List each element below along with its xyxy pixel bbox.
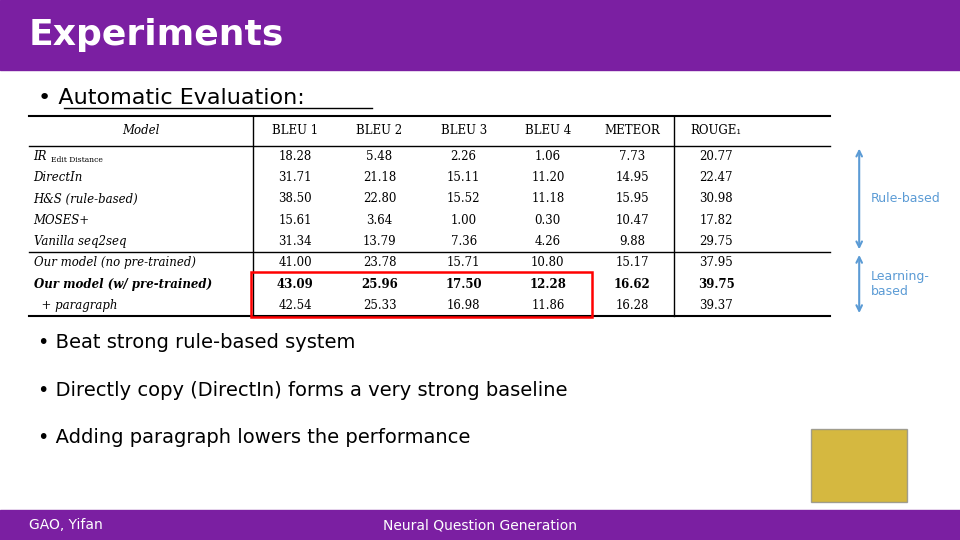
Text: BLEU 3: BLEU 3 [441, 124, 487, 138]
Text: MOSES+: MOSES+ [34, 214, 89, 227]
Text: 9.88: 9.88 [619, 235, 645, 248]
Text: BLEU 4: BLEU 4 [525, 124, 571, 138]
Text: 22.47: 22.47 [700, 171, 732, 184]
Text: 43.09: 43.09 [276, 278, 314, 291]
Text: 1.00: 1.00 [450, 214, 477, 227]
Text: 37.95: 37.95 [699, 256, 733, 269]
Text: BLEU 2: BLEU 2 [356, 124, 402, 138]
Text: 14.95: 14.95 [615, 171, 649, 184]
Text: 15.17: 15.17 [615, 256, 649, 269]
Text: 11.20: 11.20 [531, 171, 564, 184]
Text: 25.96: 25.96 [361, 278, 397, 291]
Text: 31.71: 31.71 [278, 171, 312, 184]
Text: • Adding paragraph lowers the performance: • Adding paragraph lowers the performanc… [38, 428, 470, 448]
Text: 15.71: 15.71 [447, 256, 480, 269]
Text: 20.77: 20.77 [699, 150, 733, 163]
Text: METEOR: METEOR [604, 124, 660, 138]
Text: Learning-
based: Learning- based [871, 270, 929, 298]
Text: • Beat strong rule-based system: • Beat strong rule-based system [38, 333, 356, 353]
Text: Edit Distance: Edit Distance [51, 156, 103, 164]
Text: 30.98: 30.98 [699, 192, 733, 205]
Text: 22.80: 22.80 [363, 192, 396, 205]
Text: IR: IR [34, 150, 47, 163]
Text: 18.28: 18.28 [278, 150, 312, 163]
Text: Neural Question Generation: Neural Question Generation [383, 518, 577, 532]
Text: 0.30: 0.30 [535, 214, 561, 227]
Text: 25.33: 25.33 [363, 299, 396, 312]
Text: ROUGE₁: ROUGE₁ [690, 124, 742, 138]
Text: Our model (no pre-trained): Our model (no pre-trained) [34, 256, 196, 269]
Text: 39.75: 39.75 [698, 278, 734, 291]
Text: 15.61: 15.61 [278, 214, 312, 227]
Text: DirectIn: DirectIn [34, 171, 83, 184]
Text: 39.37: 39.37 [699, 299, 733, 312]
Text: 15.52: 15.52 [447, 192, 480, 205]
Text: 42.54: 42.54 [278, 299, 312, 312]
Text: 29.75: 29.75 [699, 235, 733, 248]
Text: 13.79: 13.79 [363, 235, 396, 248]
Text: Experiments: Experiments [29, 18, 284, 52]
Text: 7.36: 7.36 [450, 235, 477, 248]
Text: 16.98: 16.98 [447, 299, 480, 312]
Text: 16.28: 16.28 [615, 299, 649, 312]
Text: GAO, Yifan: GAO, Yifan [29, 518, 103, 532]
Text: • Automatic Evaluation:: • Automatic Evaluation: [38, 88, 305, 109]
Text: 41.00: 41.00 [278, 256, 312, 269]
Text: 23.78: 23.78 [363, 256, 396, 269]
Text: 16.62: 16.62 [613, 278, 650, 291]
Text: 1.06: 1.06 [535, 150, 561, 163]
Text: Vanilla seq2seq: Vanilla seq2seq [34, 235, 126, 248]
Text: 4.26: 4.26 [535, 235, 561, 248]
Text: Rule-based: Rule-based [871, 192, 941, 205]
Text: 3.64: 3.64 [367, 214, 393, 227]
Text: 17.50: 17.50 [445, 278, 482, 291]
Text: 11.86: 11.86 [531, 299, 564, 312]
Text: 12.28: 12.28 [529, 278, 566, 291]
Text: 38.50: 38.50 [278, 192, 312, 205]
Text: 10.80: 10.80 [531, 256, 564, 269]
Text: 5.48: 5.48 [367, 150, 393, 163]
Text: Model: Model [122, 124, 159, 138]
Text: H&S (rule-based): H&S (rule-based) [34, 192, 138, 205]
Text: 31.34: 31.34 [278, 235, 312, 248]
Text: 15.95: 15.95 [615, 192, 649, 205]
Text: 11.18: 11.18 [531, 192, 564, 205]
Text: Our model (w/ pre-trained): Our model (w/ pre-trained) [34, 278, 212, 291]
Text: 7.73: 7.73 [619, 150, 645, 163]
Text: 2.26: 2.26 [450, 150, 477, 163]
Text: BLEU 1: BLEU 1 [273, 124, 319, 138]
Text: 15.11: 15.11 [447, 171, 480, 184]
Text: 10.47: 10.47 [615, 214, 649, 227]
Text: 21.18: 21.18 [363, 171, 396, 184]
Text: + paragraph: + paragraph [34, 299, 117, 312]
Text: • Directly copy (DirectIn) forms a very strong baseline: • Directly copy (DirectIn) forms a very … [38, 381, 568, 400]
Text: 17.82: 17.82 [700, 214, 732, 227]
